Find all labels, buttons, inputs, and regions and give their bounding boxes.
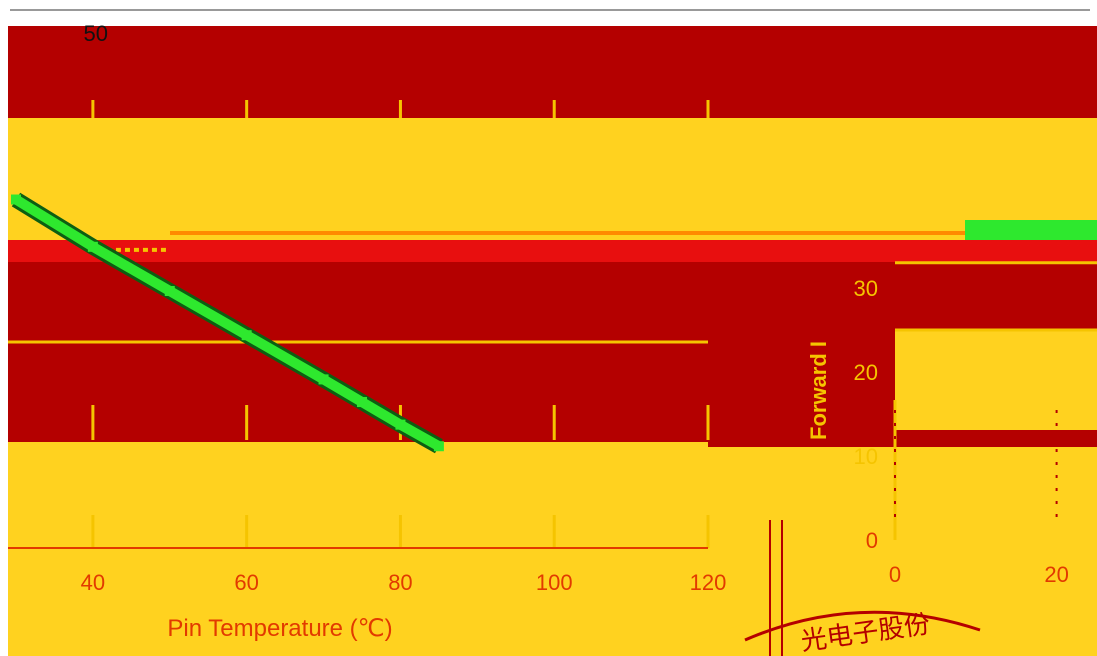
data-point [241, 330, 252, 341]
right-x-tick-label: 0 [889, 562, 901, 587]
right-top-green-band [965, 220, 1097, 240]
right-y-tick-label: 20 [854, 360, 878, 385]
x-tick-label: 60 [234, 570, 258, 595]
x-axis-label: Pin Temperature (℃) [167, 615, 392, 642]
y-tick-label: 50 [84, 21, 108, 46]
x-tick-label: 40 [81, 570, 105, 595]
data-point [357, 397, 367, 408]
band-red-strip [8, 240, 1097, 262]
top-strip [0, 0, 1097, 26]
x-tick-label: 100 [536, 570, 573, 595]
chart-left: 40 60 80 100 120 50 Pin Temperature (℃) [8, 21, 726, 642]
right-x-tick-label: 20 [1044, 562, 1068, 587]
stamp-area [700, 610, 1000, 656]
right-yellow-panel [895, 330, 1097, 430]
x-tick-label: 80 [388, 570, 412, 595]
data-point [164, 286, 175, 296]
x-tick-label: 120 [690, 570, 727, 595]
band-top [8, 26, 1097, 118]
data-point [318, 374, 329, 385]
right-y-axis-label: Forward I [806, 341, 831, 440]
data-point [11, 194, 21, 205]
data-point [87, 241, 98, 252]
data-point [433, 441, 444, 452]
band-middle [8, 262, 708, 442]
data-point [395, 419, 406, 430]
series-line [13, 195, 442, 451]
right-y-tick-label: 30 [854, 276, 878, 301]
right-y-tick-label: 10 [854, 444, 878, 469]
right-y-tick-label: 0 [866, 528, 878, 553]
chart-right: 0 20 0 10 20 30 Forward I [769, 261, 1097, 656]
